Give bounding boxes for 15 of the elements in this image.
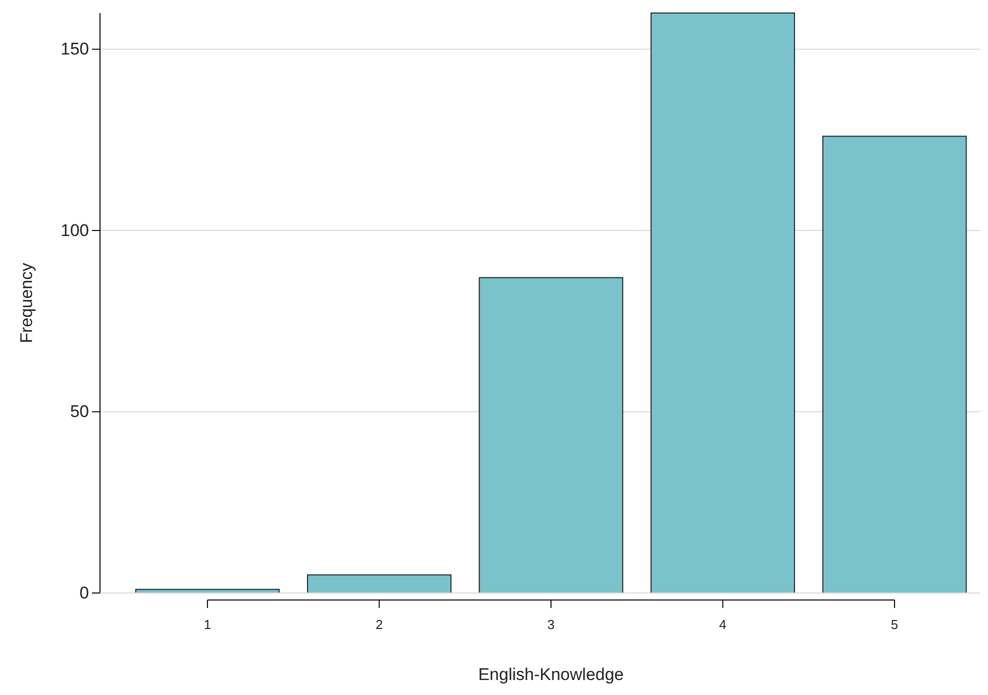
y-tick-label: 0 [80, 583, 89, 602]
bar [478, 277, 624, 594]
y-axis-title: Frequency [17, 262, 36, 344]
x-tick-label: 1 [204, 617, 212, 632]
x-axis-title: English-Knowledge [478, 665, 624, 684]
y-tick-label: 50 [70, 402, 89, 422]
bar [307, 574, 452, 594]
x-tick-label: 5 [890, 617, 898, 632]
bar [650, 12, 795, 594]
y-tick-label: 150 [60, 40, 89, 59]
x-tick-label: 2 [376, 617, 383, 632]
bar [822, 136, 967, 594]
x-tick-label: 4 [719, 617, 726, 632]
y-tick-label: 100 [60, 220, 89, 240]
x-tick-label: 3 [547, 617, 555, 632]
